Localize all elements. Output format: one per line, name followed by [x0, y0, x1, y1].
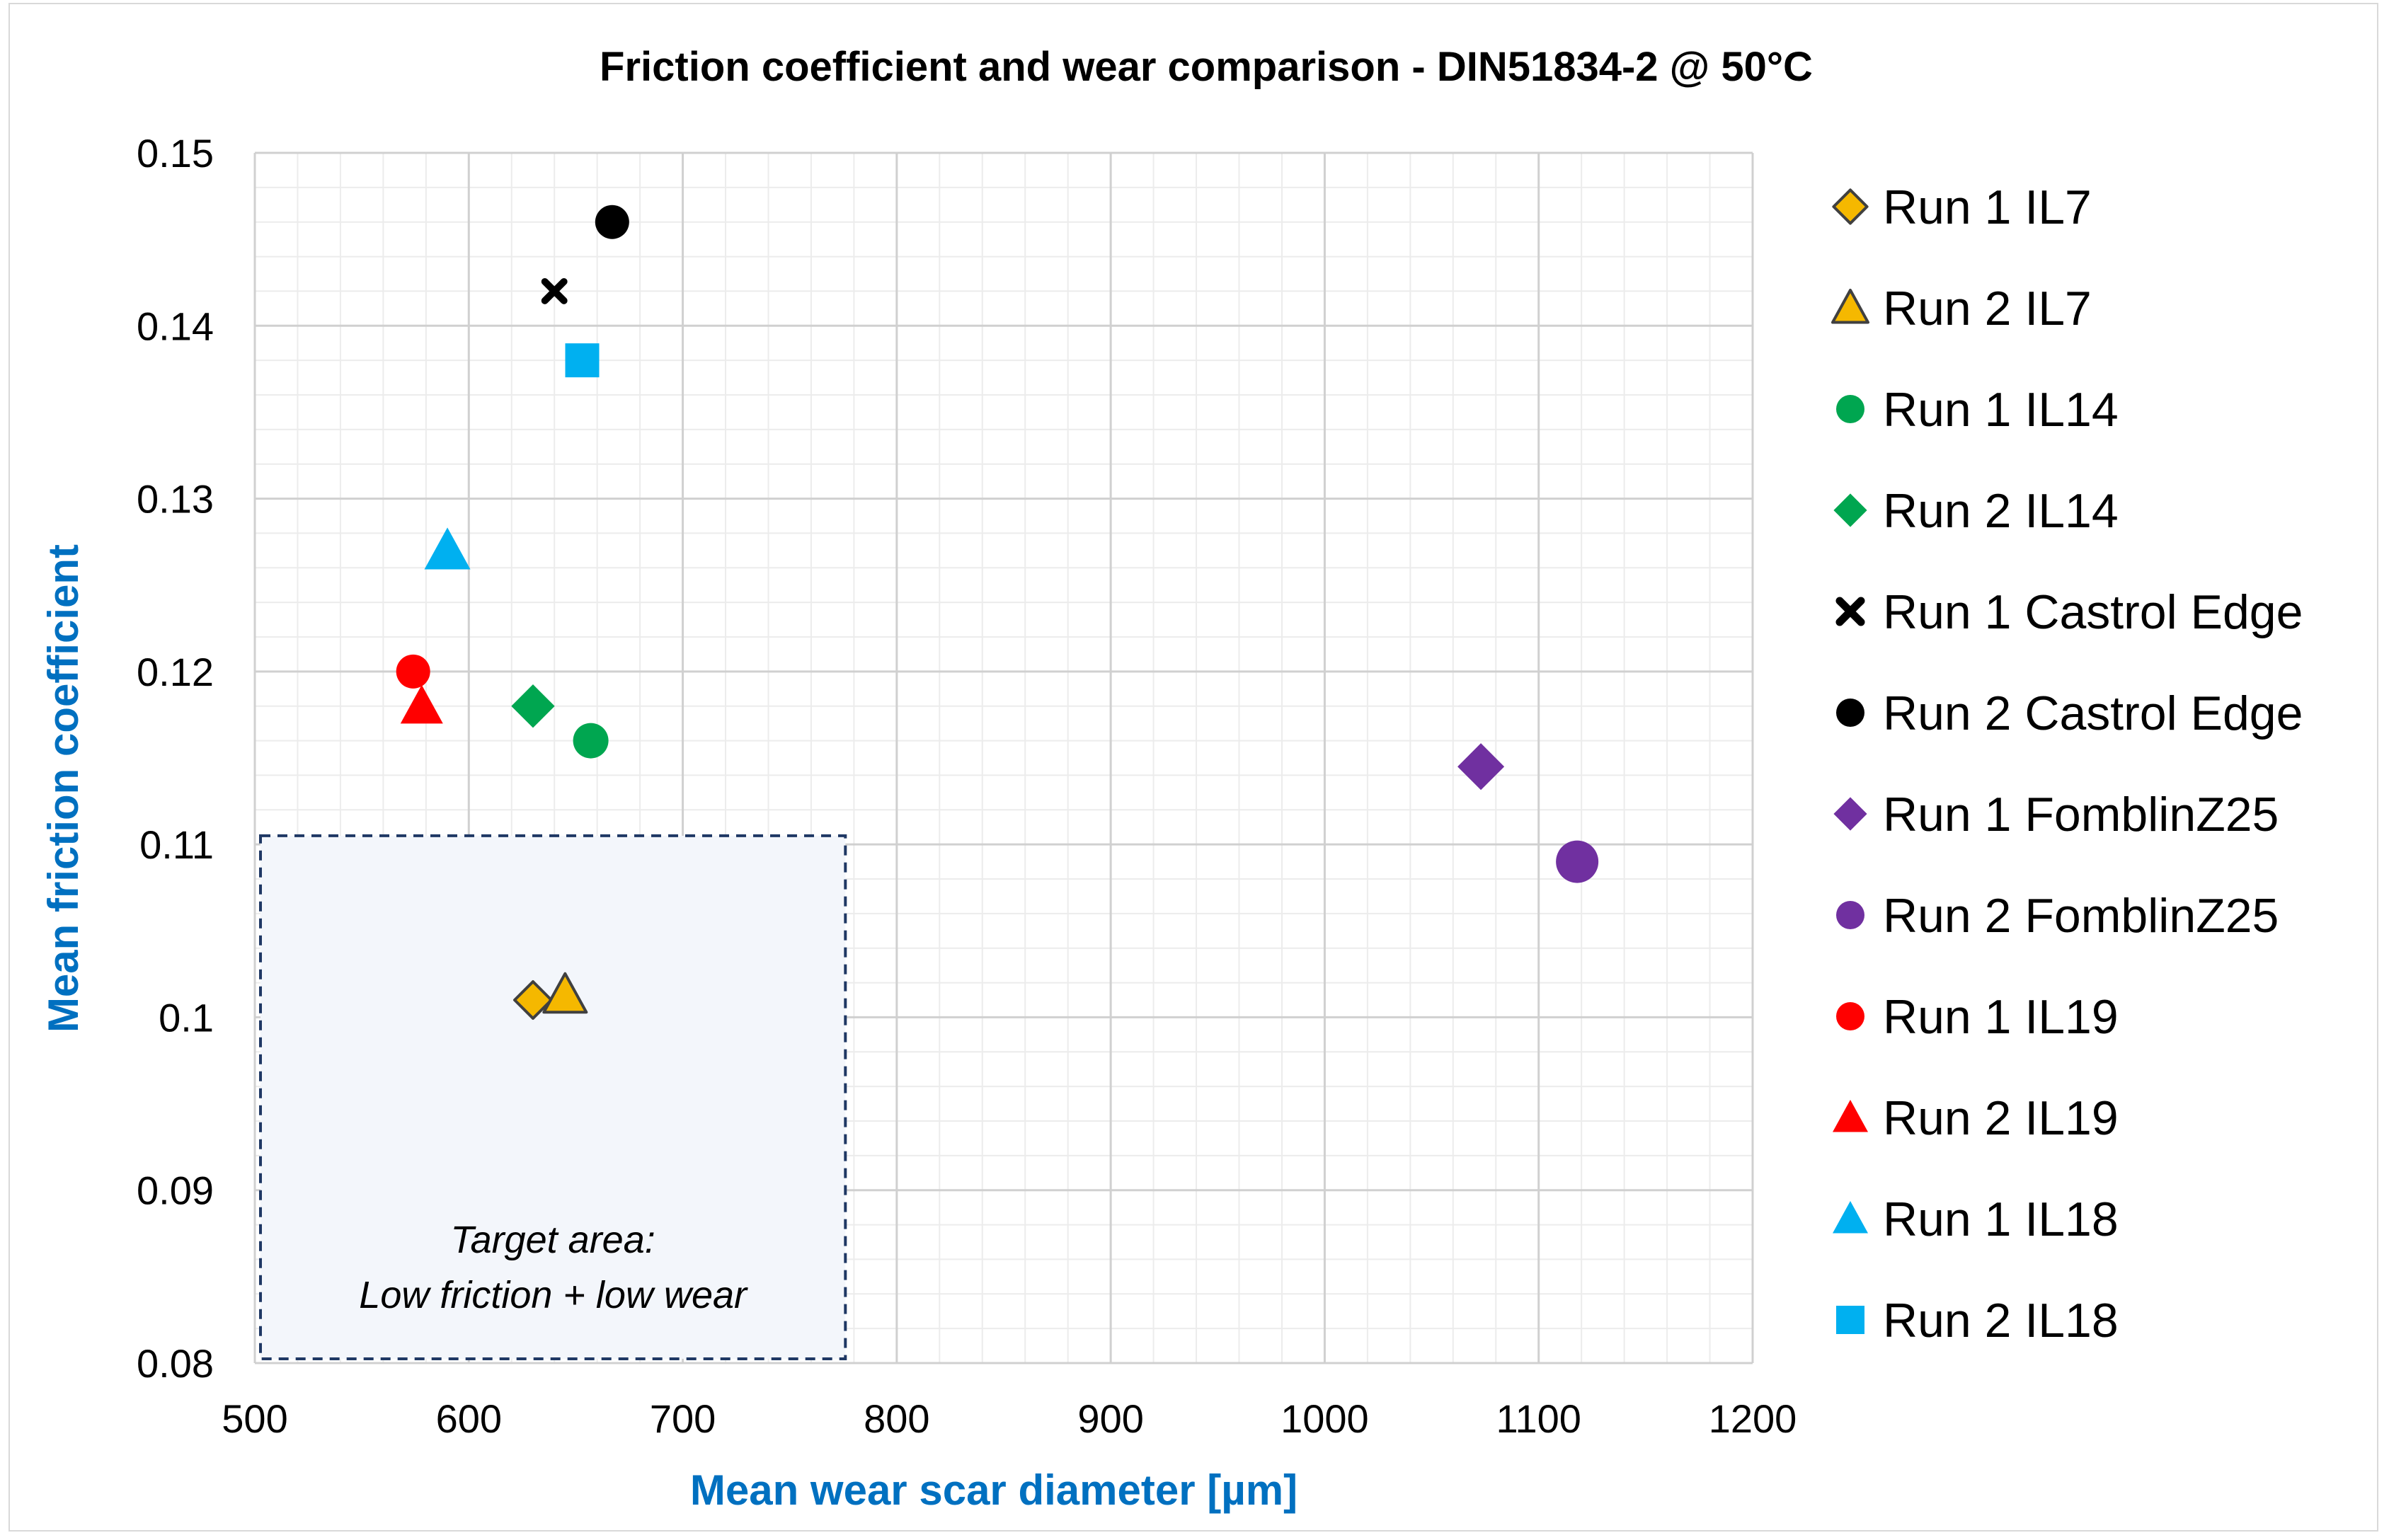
legend-label: Run 2 IL19	[1883, 1091, 2119, 1145]
legend-label: Run 2 FomblinZ25	[1883, 889, 2279, 943]
legend-item-run-2-fomblinz25: Run 2 FomblinZ25	[1836, 889, 2279, 943]
legend-marker-run-2-il7	[1831, 289, 1869, 324]
x-tick-label: 700	[650, 1396, 716, 1441]
legend-label: Run 2 IL14	[1883, 484, 2119, 538]
legend-item-run-2-il18: Run 2 IL18	[1836, 1294, 2119, 1348]
legend-marker-run-1-il19	[1836, 1002, 1864, 1030]
legend-marker-run-1-il7	[1832, 188, 1869, 225]
legend-marker-run-2-il18	[1836, 1306, 1864, 1334]
legend-marker-run-2-castrol-edge	[1836, 699, 1864, 727]
legend-item-run-1-fomblinz25: Run 1 FomblinZ25	[1833, 788, 2279, 841]
legend-item-run-1-il14: Run 1 IL14	[1836, 383, 2119, 437]
target-area-label: Target area:	[451, 1219, 655, 1261]
legend-item-run-2-castrol-edge: Run 2 Castrol Edge	[1836, 686, 2303, 740]
legend-label: Run 1 IL19	[1883, 990, 2119, 1044]
x-tick-label: 800	[864, 1396, 929, 1441]
point-run-2-il7	[542, 972, 588, 1014]
y-tick-label: 0.13	[137, 477, 214, 522]
data-points	[396, 205, 1599, 1020]
legend: Run 1 IL7 Run 2 IL7 Run 1 IL14 Run 2 IL14 Ru…	[1831, 180, 2303, 1348]
point-run-2-il19	[400, 684, 443, 724]
minor-gridlines	[255, 153, 1753, 1363]
legend-item-run-1-castrol-edge: Run 1 Castrol Edge	[1835, 585, 2303, 639]
legend-marker-run-2-il14	[1833, 493, 1867, 527]
y-axis-title: Mean friction coefficient	[40, 544, 87, 1033]
point-run-1-il19	[396, 654, 430, 689]
legend-item-run-2-il19: Run 2 IL19	[1833, 1091, 2119, 1145]
y-axis-ticks: 0.08 0.09 0.1 0.11 0.12 0.13 0.14 0.15	[137, 131, 214, 1386]
y-tick-label: 0.11	[139, 822, 214, 867]
point-run-2-il14	[511, 684, 555, 728]
y-tick-label: 0.1	[159, 995, 214, 1040]
legend-label: Run 1 Castrol Edge	[1883, 585, 2303, 639]
y-tick-label: 0.14	[137, 304, 214, 348]
point-run-2-castrol-edge	[595, 205, 629, 239]
target-area-box	[259, 834, 847, 1360]
legend-label: Run 2 IL18	[1883, 1294, 2119, 1348]
legend-marker-run-2-fomblinz25	[1836, 901, 1864, 929]
x-tick-label: 1100	[1496, 1396, 1581, 1441]
legend-marker-run-1-fomblinz25	[1833, 797, 1867, 831]
x-tick-label: 1200	[1709, 1396, 1797, 1441]
legend-label: Run 2 Castrol Edge	[1883, 686, 2303, 740]
legend-label: Run 1 IL14	[1883, 383, 2119, 437]
x-tick-label: 900	[1077, 1396, 1143, 1441]
point-run-2-il18	[565, 343, 600, 378]
legend-label: Run 1 IL7	[1883, 180, 2092, 234]
y-tick-label: 0.15	[137, 131, 214, 176]
scatter-chart: Friction coefficient and wear comparison…	[40, 44, 2303, 1514]
legend-marker-run-1-castrol-edge	[1835, 597, 1865, 626]
point-run-1-il7	[513, 980, 553, 1020]
legend-item-run-1-il19: Run 1 IL19	[1836, 990, 2119, 1044]
point-run-2-fomblinz25	[1556, 840, 1599, 883]
point-run-1-il14	[573, 723, 609, 759]
chart-title: Friction coefficient and wear comparison…	[600, 44, 1813, 90]
x-axis-title: Mean wear scar diameter [µm]	[690, 1466, 1297, 1514]
target-area-label: Low friction + low wear	[359, 1274, 748, 1316]
point-run-1-fomblinz25	[1457, 743, 1505, 791]
x-axis-ticks: 500 600 700 800 900 1000 1100 1200	[222, 1396, 1797, 1441]
target-area-group: Target area: Low friction + low wear	[259, 834, 847, 1360]
point-run-1-il18	[424, 527, 471, 570]
major-gridlines	[253, 151, 1754, 1364]
x-tick-label: 1000	[1281, 1396, 1369, 1441]
legend-label: Run 2 IL7	[1883, 282, 2092, 335]
legend-marker-run-1-il14	[1836, 395, 1864, 423]
x-tick-label: 600	[436, 1396, 502, 1441]
chart-frame: Friction coefficient and wear comparison…	[8, 3, 2378, 1532]
legend-item-run-2-il14: Run 2 IL14	[1833, 484, 2119, 538]
y-tick-label: 0.12	[137, 650, 214, 694]
legend-marker-run-2-il19	[1833, 1100, 1868, 1132]
legend-item-run-1-il18: Run 1 IL18	[1833, 1193, 2119, 1246]
legend-label: Run 1 FomblinZ25	[1883, 788, 2279, 841]
point-run-1-castrol-edge	[541, 277, 568, 304]
y-tick-label: 0.09	[137, 1168, 214, 1213]
legend-item-run-1-il7: Run 1 IL7	[1832, 180, 2092, 234]
legend-item-run-2-il7: Run 2 IL7	[1831, 282, 2092, 335]
y-tick-label: 0.08	[137, 1341, 214, 1386]
legend-label: Run 1 IL18	[1883, 1193, 2119, 1246]
x-tick-label: 500	[222, 1396, 287, 1441]
legend-marker-run-1-il18	[1833, 1201, 1868, 1234]
